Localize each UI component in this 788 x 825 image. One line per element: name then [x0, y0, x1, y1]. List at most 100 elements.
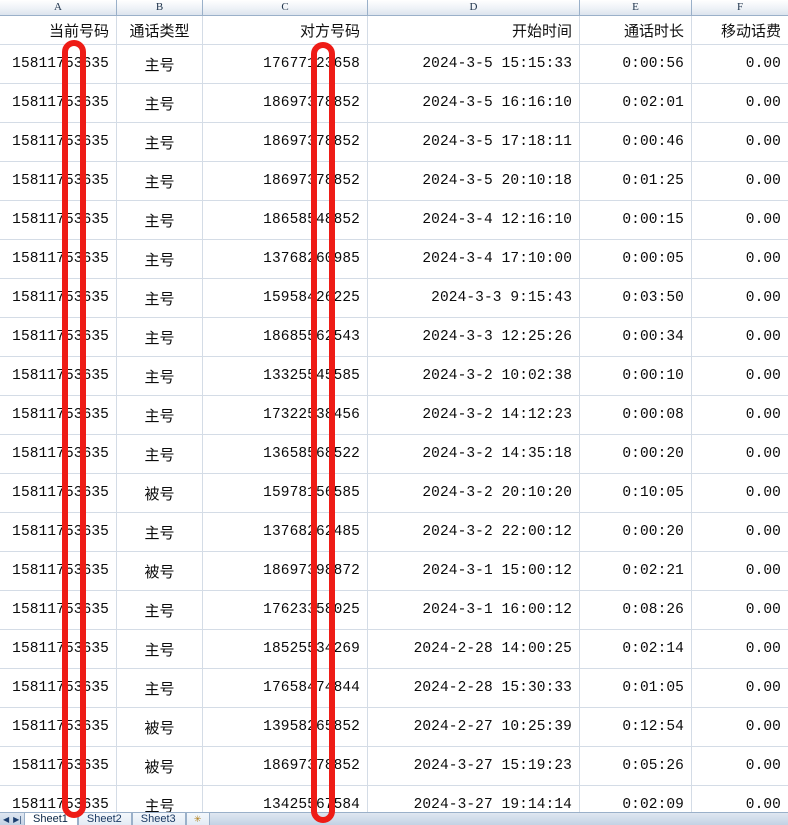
table-row[interactable]: 15811753635 主号 17677123658 2024-3-5 15:15:3… — [0, 45, 788, 84]
table-cell[interactable]: 0.00 — [745, 95, 781, 111]
column-header-b[interactable]: B — [117, 0, 203, 16]
table-cell[interactable]: 0.00 — [745, 680, 781, 696]
table-row[interactable]: 15811753635 主号 17658474844 2024-2-28 15:30:… — [0, 669, 788, 708]
table-cell[interactable]: 0.00 — [745, 797, 781, 813]
table-cell[interactable]: 2024-3-2 22:00:12 — [368, 513, 580, 551]
table-cell[interactable]: 15811753635 — [0, 591, 117, 629]
table-cell[interactable]: 主号 — [117, 357, 203, 395]
table-cell[interactable]: 2024-3-27 15:19:23 — [368, 747, 580, 785]
table-cell[interactable]: 18697378852 — [203, 84, 368, 122]
table-row[interactable]: 15811753635 主号 18685562543 2024-3-3 12:25:2… — [0, 318, 788, 357]
sheet-tab-sheet1[interactable]: Sheet1 — [24, 813, 78, 825]
table-row[interactable]: 15811753635 主号 17322538456 2024-3-2 14:12:2… — [0, 396, 788, 435]
sheet-tab-sheet2[interactable]: Sheet2 — [77, 813, 132, 825]
table-header-cell[interactable]: 开始时间 — [368, 16, 580, 44]
table-cell[interactable]: 0:00:10 — [580, 357, 692, 395]
table-cell[interactable]: 2024-3-4 12:16:10 — [368, 201, 580, 239]
table-cell[interactable]: 主号 — [117, 45, 203, 83]
table-cell[interactable]: 2024-3-3 9:15:43 — [368, 279, 580, 317]
table-cell[interactable]: 0.00 — [745, 290, 781, 306]
table-cell[interactable]: 17322538456 — [203, 396, 368, 434]
table-cell[interactable]: 0:00:56 — [580, 45, 692, 83]
table-cell[interactable]: 主号 — [117, 84, 203, 122]
table-cell[interactable]: 2024-3-2 14:35:18 — [368, 435, 580, 473]
table-cell[interactable]: 2024-3-27 19:14:14 — [368, 786, 580, 824]
table-cell[interactable]: 18685562543 — [203, 318, 368, 356]
table-cell[interactable]: 主号 — [117, 435, 203, 473]
table-row[interactable]: 15811753635 主号 17623358025 2024-3-1 16:00:1… — [0, 591, 788, 630]
table-cell[interactable]: 2024-3-5 17:18:11 — [368, 123, 580, 161]
table-row[interactable]: 15811753635 被号 15978156585 2024-3-2 20:10:2… — [0, 474, 788, 513]
column-header-a[interactable]: A — [0, 0, 117, 16]
table-cell[interactable]: 15811753635 — [0, 474, 117, 512]
table-row[interactable]: 15811753635 主号 13325545585 2024-3-2 10:02:3… — [0, 357, 788, 396]
table-cell[interactable]: 0.00 — [745, 173, 781, 189]
table-cell[interactable]: 15811753635 — [0, 318, 117, 356]
table-cell[interactable]: 15811753635 — [0, 435, 117, 473]
table-cell[interactable]: 主号 — [117, 669, 203, 707]
table-cell[interactable]: 18697398872 — [203, 552, 368, 590]
table-cell[interactable]: 15811753635 — [0, 201, 117, 239]
table-cell[interactable]: 0:05:26 — [580, 747, 692, 785]
table-cell[interactable]: 被号 — [117, 552, 203, 590]
table-cell[interactable]: 2024-3-5 15:15:33 — [368, 45, 580, 83]
table-cell[interactable]: 2024-2-28 15:30:33 — [368, 669, 580, 707]
table-cell[interactable]: 0.00 — [745, 407, 781, 423]
table-cell[interactable]: 17677123658 — [203, 45, 368, 83]
table-cell[interactable]: 0:00:20 — [580, 435, 692, 473]
table-cell[interactable]: 主号 — [117, 279, 203, 317]
table-cell[interactable]: 主号 — [117, 513, 203, 551]
table-row[interactable]: 15811753635 主号 13658568522 2024-3-2 14:35:1… — [0, 435, 788, 474]
table-cell[interactable]: 15811753635 — [0, 747, 117, 785]
table-cell[interactable]: 0:02:14 — [580, 630, 692, 668]
table-cell[interactable]: 主号 — [117, 201, 203, 239]
table-row[interactable]: 15811753635 被号 18697378852 2024-3-27 15:19:… — [0, 747, 788, 786]
table-cell[interactable]: 0.00 — [745, 485, 781, 501]
table-cell[interactable]: 13958265852 — [203, 708, 368, 746]
table-cell[interactable]: 0:00:34 — [580, 318, 692, 356]
table-cell[interactable]: 0:00:15 — [580, 201, 692, 239]
table-cell[interactable]: 18697378852 — [203, 162, 368, 200]
table-cell[interactable]: 15811753635 — [0, 396, 117, 434]
table-cell[interactable]: 0.00 — [745, 251, 781, 267]
table-header-cell[interactable]: 通话时长 — [580, 16, 692, 44]
table-cell[interactable]: 15811753635 — [0, 162, 117, 200]
table-row[interactable]: 15811753635 主号 18525534269 2024-2-28 14:00:… — [0, 630, 788, 669]
table-cell[interactable]: 主号 — [117, 630, 203, 668]
column-header-d[interactable]: D — [368, 0, 580, 16]
table-cell[interactable]: 2024-2-27 10:25:39 — [368, 708, 580, 746]
table-cell[interactable]: 2024-3-2 14:12:23 — [368, 396, 580, 434]
table-cell[interactable]: 2024-3-1 15:00:12 — [368, 552, 580, 590]
table-cell[interactable]: 0:00:05 — [580, 240, 692, 278]
table-cell[interactable]: 0:01:05 — [580, 669, 692, 707]
table-row[interactable]: 15811753635 主号 18658548852 2024-3-4 12:16:1… — [0, 201, 788, 240]
table-cell[interactable]: 主号 — [117, 396, 203, 434]
table-cell[interactable]: 17658474844 — [203, 669, 368, 707]
table-cell[interactable]: 0:03:50 — [580, 279, 692, 317]
table-cell[interactable]: 18525534269 — [203, 630, 368, 668]
table-cell[interactable]: 15811753635 — [0, 45, 117, 83]
table-cell[interactable]: 0.00 — [745, 134, 781, 150]
table-cell[interactable]: 被号 — [117, 474, 203, 512]
table-cell[interactable]: 15811753635 — [0, 84, 117, 122]
table-cell[interactable]: 0.00 — [745, 56, 781, 72]
table-cell[interactable]: 0.00 — [745, 719, 781, 735]
table-cell[interactable]: 15811753635 — [0, 513, 117, 551]
table-cell[interactable]: 2024-3-4 17:10:00 — [368, 240, 580, 278]
table-cell[interactable]: 18697378852 — [203, 747, 368, 785]
table-cell[interactable]: 18697378852 — [203, 123, 368, 161]
table-cell[interactable]: 0:02:21 — [580, 552, 692, 590]
table-cell[interactable]: 15811753635 — [0, 123, 117, 161]
table-cell[interactable]: 主号 — [117, 318, 203, 356]
table-cell[interactable]: 2024-2-28 14:00:25 — [368, 630, 580, 668]
table-cell[interactable]: 被号 — [117, 747, 203, 785]
table-cell[interactable]: 0.00 — [745, 446, 781, 462]
insert-sheet-icon[interactable]: ✳ — [185, 813, 210, 825]
table-cell[interactable]: 0.00 — [745, 563, 781, 579]
table-header-cell[interactable]: 对方号码 — [203, 16, 368, 44]
table-cell[interactable]: 0:00:08 — [580, 396, 692, 434]
table-cell[interactable]: 15978156585 — [203, 474, 368, 512]
table-cell[interactable]: 0:10:05 — [580, 474, 692, 512]
table-cell[interactable]: 13768260985 — [203, 240, 368, 278]
last-sheet-icon[interactable]: ▶| — [13, 815, 23, 824]
